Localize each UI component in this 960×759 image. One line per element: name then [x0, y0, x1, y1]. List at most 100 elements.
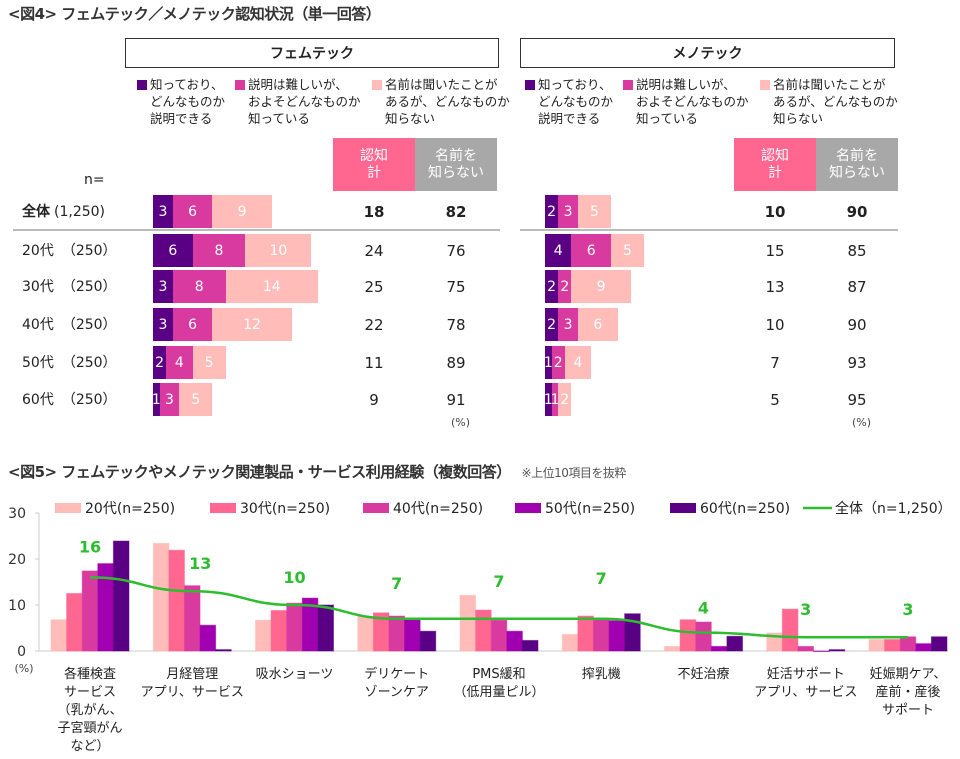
bar-60s — [828, 649, 846, 652]
fig4-title: <図4> フェムテック／メノテック認知状況（単一回答） — [8, 5, 381, 23]
legend-swatch — [515, 503, 541, 513]
legend-item: 説明は難しいが、 およそどんなものか 知っている — [235, 76, 375, 130]
bar-segment: 3 — [153, 270, 173, 303]
col-head-recognized: 認知 計 — [333, 138, 415, 191]
unknown-value: 82 — [445, 203, 467, 221]
bar-20s — [459, 594, 477, 652]
row-label-n: （250） — [61, 243, 117, 259]
bar-20s — [152, 542, 170, 652]
bar-segment: 2 — [153, 346, 167, 379]
line-data-label: 16 — [79, 537, 101, 556]
bar-20s — [664, 645, 681, 652]
x-tick-label-line: 妊活サポート — [767, 667, 845, 682]
x-tick-label-line: アプリ、サービス — [141, 685, 244, 700]
row-label: 20代 （250） — [22, 240, 117, 260]
bar-segment: 5 — [611, 234, 644, 267]
legend-label: 名前は聞いたことが あるが、どんなものか 知らない — [385, 77, 510, 126]
bar-50s — [608, 620, 626, 652]
n-label: n= — [84, 172, 105, 188]
legend-item: 知っており、 どんなものか 説明できる — [525, 76, 620, 130]
recognized-total-value: 9 — [369, 391, 379, 409]
row-label: 全体 (1,250) — [22, 201, 105, 221]
row-label-n: （250） — [61, 355, 117, 371]
bar-segment: 5 — [192, 346, 226, 379]
bar-segment: 4 — [564, 346, 592, 379]
bar-segment: 3 — [558, 308, 578, 341]
bar-segment: 5 — [578, 195, 611, 228]
bar-segment: 8 — [192, 234, 246, 267]
legend-swatch — [210, 503, 236, 513]
bar-30s — [475, 609, 492, 652]
row-label-age: 60代 — [22, 392, 54, 408]
line-data-label: 13 — [189, 554, 211, 573]
y-tick-label: 30 — [8, 506, 26, 522]
legend-swatch — [525, 80, 535, 90]
unknown-value: 76 — [446, 242, 466, 260]
row-label-n: （250） — [61, 317, 117, 333]
unknown-value: 87 — [847, 278, 867, 296]
unknown-value: 93 — [847, 354, 867, 372]
line-overall — [89, 576, 908, 639]
bar-60s — [317, 604, 334, 652]
line-data-label: 7 — [493, 572, 504, 591]
stacked-bar: 6 8 10 — [153, 234, 312, 267]
unknown-value: 89 — [446, 354, 466, 372]
bar-segment: 3 — [153, 308, 173, 341]
x-tick-label: デリケートゾーンケア — [364, 666, 429, 700]
legend-swatch — [137, 80, 147, 90]
x-tick-label-line: デリケート — [364, 666, 429, 682]
bar-segment: 4 — [166, 346, 193, 379]
pct-unit-label: (%) — [451, 416, 471, 429]
bar-20s — [868, 639, 886, 652]
bar-segment: 12 — [212, 308, 292, 341]
bar-20s — [357, 616, 374, 652]
bar-segment: 2 — [545, 270, 559, 303]
legend-swatch — [55, 503, 81, 513]
unknown-value: 95 — [847, 391, 867, 409]
bar-segment: 2 — [551, 346, 565, 379]
legend-item: 知っており、 どんなものか 説明できる — [137, 76, 232, 130]
x-tick-label-line: PMS緩和 — [472, 667, 525, 682]
unknown-value: 85 — [847, 242, 867, 260]
bar-segment: 6 — [571, 234, 611, 267]
row-label: 60代 （250） — [22, 389, 117, 409]
unknown-value: 78 — [446, 316, 466, 334]
bar-60s — [726, 635, 744, 652]
line-data-label: 7 — [596, 569, 607, 588]
legend-label: 60代(n=250) — [700, 501, 790, 517]
legend-item: 説明は難しいが、 およそどんなものか 知っている — [623, 76, 763, 130]
x-tick-label-line: アプリ、サービス — [754, 685, 857, 700]
col-head-unknown: 名前を 知らない — [415, 138, 497, 191]
legend-label: 知っており、 どんなものか 説明できる — [538, 77, 614, 126]
bar-50s — [506, 630, 523, 652]
legend-label: 40代(n=250) — [393, 501, 483, 517]
bar-50s — [404, 619, 421, 652]
bar-segment: 6 — [172, 195, 213, 228]
legend-label: 知っており、 どんなものか 説明できる — [150, 77, 226, 126]
x-tick-label-line: サービス — [64, 685, 116, 700]
y-tick-label: 10 — [8, 598, 26, 614]
y-unit-label: (%) — [14, 662, 33, 675]
row-label-age: 全体 — [22, 204, 50, 220]
bar-segment: 10 — [245, 234, 312, 267]
bar-50s — [915, 643, 932, 652]
legend-label: 説明は難しいが、 およそどんなものか 知っている — [248, 77, 361, 126]
x-tick-label: 搾乳機 — [582, 666, 621, 682]
recognized-total-value: 13 — [765, 278, 785, 296]
row-label-n: (1,250) — [54, 204, 106, 220]
bar-60s — [112, 540, 130, 652]
row-label: 50代 （250） — [22, 352, 117, 372]
x-tick-label-line: 吸水ショーツ — [256, 667, 334, 682]
line-data-label: 4 — [698, 599, 709, 618]
x-tick-label-line: ゾーンケア — [365, 685, 429, 700]
pct-unit-label: (%) — [852, 416, 872, 429]
bar-40s — [490, 619, 508, 652]
bar-40s — [388, 615, 406, 652]
x-tick-label: 月経管理アプリ、サービス — [141, 667, 244, 700]
legend-item: 名前は聞いたことが あるが、どんなものか 知らない — [372, 76, 512, 130]
